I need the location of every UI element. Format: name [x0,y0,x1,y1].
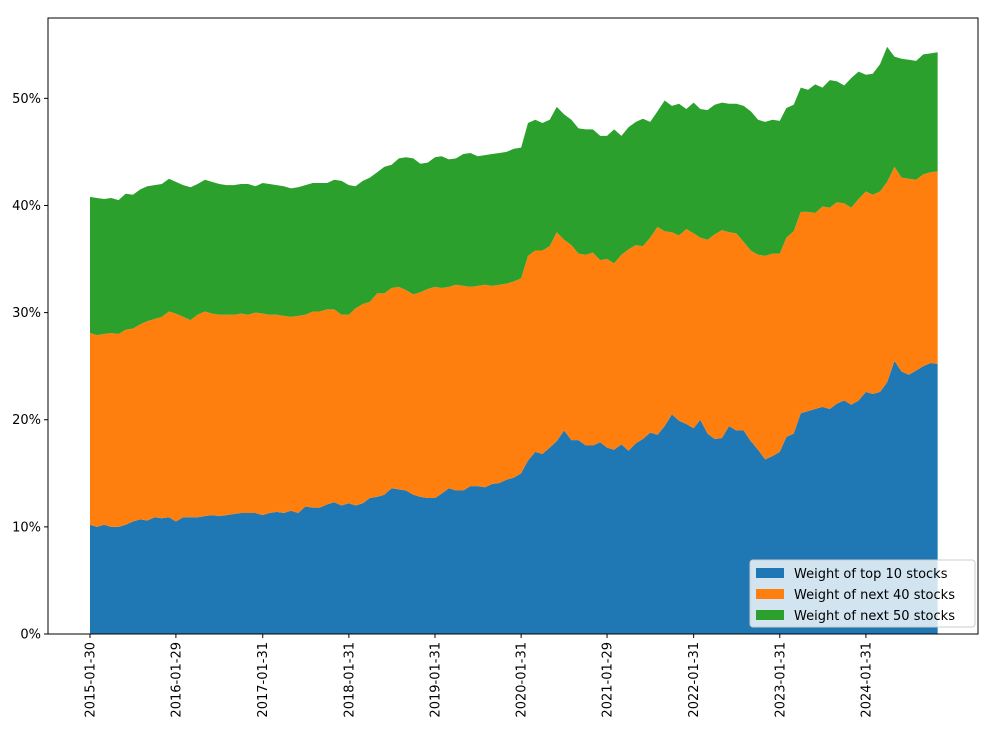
legend: Weight of top 10 stocks Weight of next 40… [749,559,976,628]
legend-box [749,559,976,628]
area [90,166,938,527]
legend-label: Weight of next 50 stocks [794,609,955,624]
y-tick-label: 20% [12,413,41,428]
y-tick-label: 30% [12,306,41,321]
x-tick-label: 2021-01-29 [601,642,616,718]
x-tick-label: 2017-01-31 [256,642,271,718]
x-tick-label: 2018-01-31 [342,642,357,718]
x-tick-label: 2024-01-31 [859,642,874,718]
legend-swatch [756,589,784,599]
y-tick-label: 0% [20,628,41,643]
x-tick-label: 2022-01-31 [687,642,702,718]
x-tick-label: 2019-01-31 [429,642,444,718]
legend-label: Weight of top 10 stocks [794,567,948,582]
area [90,46,938,336]
y-tick-label: 10% [12,520,41,535]
x-tick-label: 2015-01-30 [84,642,99,718]
legend-swatch [756,568,784,578]
legend-label: Weight of next 40 stocks [794,588,955,603]
area [90,360,938,634]
x-tick-label: 2016-01-29 [169,642,184,718]
y-tick-label: 50% [12,92,41,107]
plot-frame [47,17,979,635]
legend-swatch [756,610,784,620]
x-tick-label: 2020-01-31 [515,642,530,718]
y-tick-label: 40% [12,199,41,214]
x-tick-label: 2023-01-31 [773,642,788,718]
